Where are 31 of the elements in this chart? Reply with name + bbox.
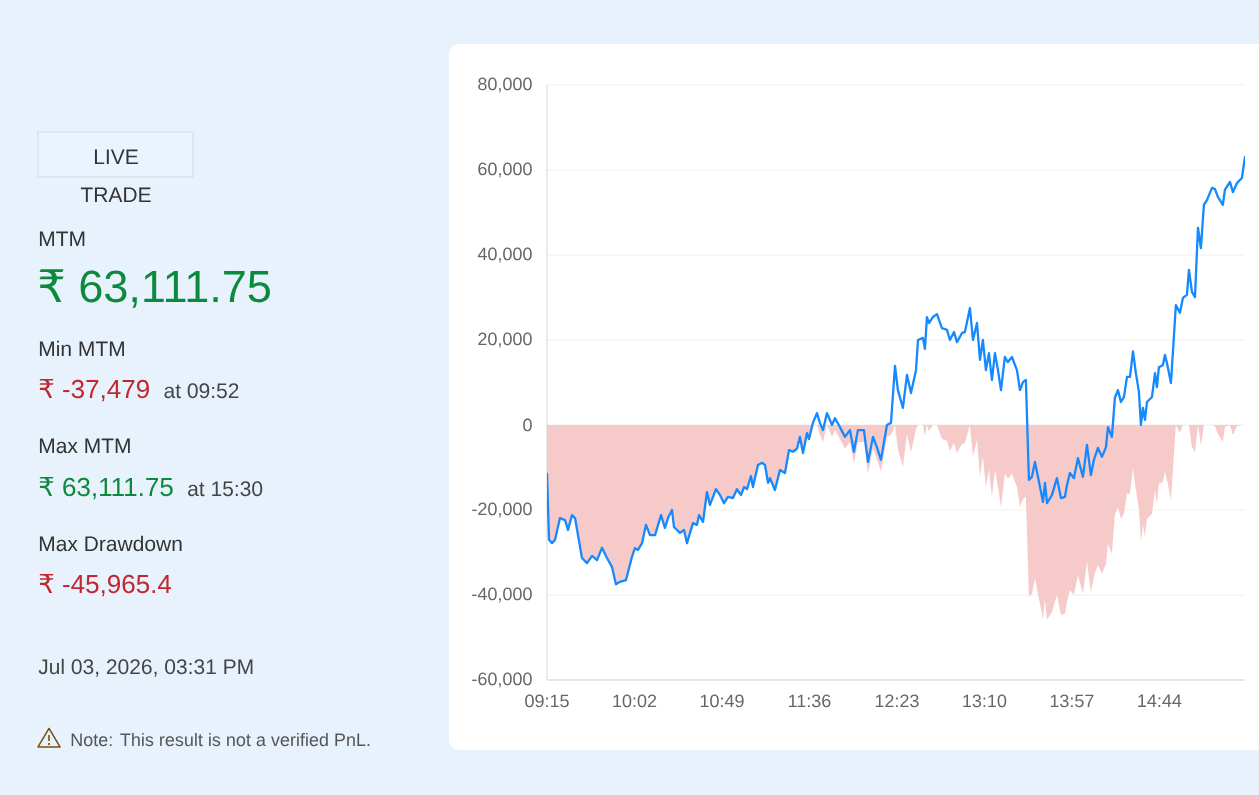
text: MTM <box>39 231 85 246</box>
text: Max Drawdown <box>39 535 182 552</box>
text: ₹ -45,965.4 <box>39 574 172 597</box>
y-tick-label: -40,000 <box>472 587 532 603</box>
y-tick-label: -20,000 <box>472 502 532 518</box>
y-tick-label: -60,000 <box>472 672 532 688</box>
x-tick-label: 10:49 <box>700 694 744 708</box>
text: Note: This result is not a verified PnL. <box>71 732 370 747</box>
line-series <box>547 155 1245 586</box>
text: TRADE <box>80 187 151 202</box>
text: ₹ 63,111.75 <box>39 477 173 500</box>
y-tick-label: 0 <box>523 418 532 432</box>
y-tick-label: 40,000 <box>477 247 532 263</box>
text: at 15:30 <box>188 481 263 497</box>
y-tick-label: 60,000 <box>478 162 532 178</box>
y-tick-label: 80,000 <box>478 77 532 93</box>
x-tick-label: 10:02 <box>613 694 657 708</box>
x-tick-label: 14:44 <box>1138 694 1182 707</box>
text: Max MTM <box>39 438 130 454</box>
y-tick-label: 20,000 <box>478 332 532 348</box>
text: at 09:52 <box>164 383 239 399</box>
text: LIVE <box>94 149 138 164</box>
x-tick-label: 13:10 <box>963 694 1007 708</box>
x-tick-label: 11:36 <box>788 694 831 708</box>
text: ₹ 63,111.75 <box>39 269 270 308</box>
text: ₹ -37,479 <box>39 379 149 402</box>
x-tick-label: 12:23 <box>875 694 919 708</box>
x-tick-label: 09:15 <box>525 694 569 708</box>
x-tick-label: 13:57 <box>1050 694 1094 708</box>
text: Min MTM <box>39 340 124 356</box>
text: Jul 03, 2026, 03:31 PM <box>38 658 253 677</box>
